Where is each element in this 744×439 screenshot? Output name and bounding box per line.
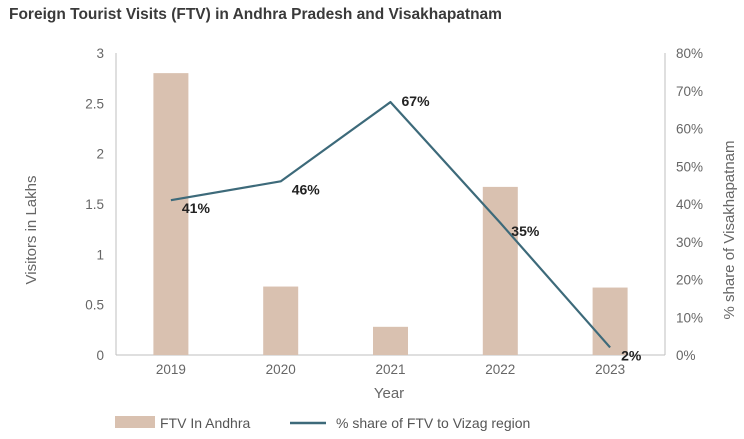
data-label-2022: 35% — [511, 223, 540, 239]
y-right-tick-label: 30% — [676, 235, 703, 250]
chart-title: Foreign Tourist Visits (FTV) in Andhra P… — [9, 6, 502, 23]
y-axis-left-title: Visitors in Lakhs — [23, 176, 40, 285]
x-tick-label: 2020 — [266, 362, 296, 377]
y-right-tick-label: 40% — [676, 197, 703, 212]
y-right-tick-label: 70% — [676, 84, 703, 99]
y-axis-right-title: % share of Visakhapatnam — [721, 141, 738, 320]
bar-2019 — [153, 73, 189, 355]
y-right-tick-label: 60% — [676, 122, 703, 137]
y-left-tick-label: 2.5 — [85, 96, 104, 111]
y-left-tick-label: 0.5 — [85, 298, 104, 313]
y-right-tick-label: 80% — [676, 46, 703, 61]
y-right-tick-label: 20% — [676, 273, 703, 288]
x-tick-label: 2021 — [375, 362, 405, 377]
bar-2022 — [482, 186, 518, 355]
y-left-tick-label: 1 — [96, 247, 104, 262]
x-axis-title: Year — [374, 385, 404, 402]
x-tick-label: 2023 — [595, 362, 625, 377]
y-right-tick-label: 10% — [676, 310, 703, 325]
data-label-2021: 67% — [402, 93, 431, 109]
y-left-tick-label: 0 — [96, 348, 104, 363]
share-line — [170, 100, 611, 349]
legend-label-line: % share of FTV to Vizag region — [336, 415, 530, 431]
legend-swatch-bar — [115, 416, 155, 428]
bar-2021 — [373, 326, 408, 355]
bar-2023 — [592, 287, 628, 355]
y-left-tick-label: 2 — [96, 147, 104, 162]
x-tick-label: 2019 — [156, 362, 186, 377]
legend: FTV In Andhra % share of FTV to Vizag re… — [115, 415, 530, 431]
y-right-tick-label: 50% — [676, 159, 703, 174]
legend-label-bar: FTV In Andhra — [160, 415, 250, 431]
bar-2020 — [263, 286, 299, 355]
data-label-2020: 46% — [292, 181, 321, 197]
y-left-tick-label: 1.5 — [85, 197, 104, 212]
y-right-tick-label: 0% — [676, 348, 696, 363]
x-tick-label: 2022 — [485, 362, 515, 377]
y-left-tick-label: 3 — [96, 46, 104, 61]
data-label-2023: 2% — [621, 347, 642, 363]
data-label-2019: 41% — [182, 200, 211, 216]
